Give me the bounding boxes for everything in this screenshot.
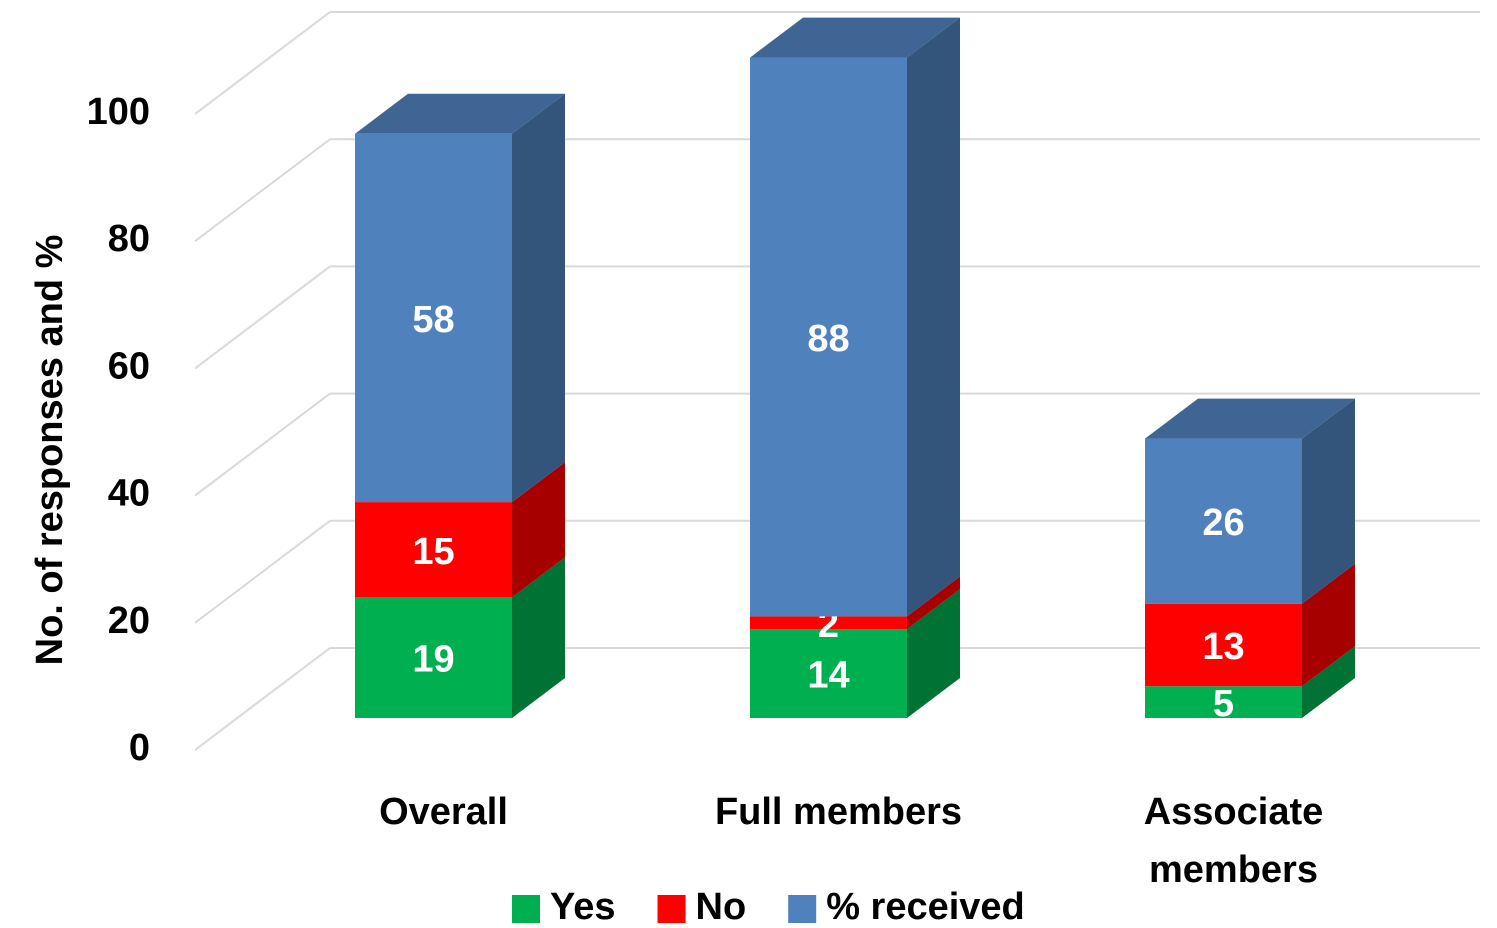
y-tick-label: 100 — [87, 91, 150, 133]
bar — [750, 616, 907, 630]
bar — [355, 133, 512, 503]
bar — [355, 502, 512, 598]
bar-side — [907, 576, 960, 630]
x-tick-label: Associate members — [1143, 791, 1324, 891]
grid-line-side — [194, 647, 331, 751]
grid-line-side — [194, 265, 331, 370]
x-tick-label: Full members — [714, 791, 963, 833]
legend-label: Yes — [550, 886, 616, 928]
grid-line-side — [194, 138, 331, 242]
grid-line-side — [194, 520, 331, 624]
y-tick-label: 20 — [108, 600, 150, 642]
bar-side — [1302, 398, 1355, 604]
legend-swatch — [788, 895, 817, 923]
value-label: 19 — [412, 639, 454, 681]
value-label: 88 — [807, 318, 849, 360]
y-axis-label: No. of responses and % — [29, 235, 71, 666]
bar-side — [512, 93, 565, 503]
bar — [1145, 603, 1302, 687]
value-label: 26 — [1202, 502, 1244, 544]
y-tick-label: 60 — [108, 345, 150, 387]
bar-top — [1145, 398, 1355, 439]
x-tick-label: Overall — [379, 791, 508, 833]
y-tick-label: 40 — [108, 473, 150, 515]
legend-swatch — [657, 895, 686, 923]
bar — [355, 597, 512, 718]
value-label: 14 — [807, 655, 849, 697]
bar-side — [1302, 563, 1355, 687]
legend-label: No — [696, 886, 747, 928]
bar-side — [907, 17, 960, 617]
legend-label: % received — [826, 886, 1025, 928]
bar-side — [907, 589, 960, 718]
bar — [1145, 438, 1302, 604]
value-label: 58 — [412, 299, 454, 341]
bar-top — [750, 17, 960, 58]
value-label: 5 — [1213, 683, 1234, 725]
y-tick-label: 0 — [129, 727, 150, 769]
y-tick-label: 80 — [108, 218, 150, 260]
legend-swatch — [512, 895, 540, 923]
bar-side — [512, 462, 565, 598]
grid-line-side — [194, 11, 331, 115]
value-label: 13 — [1202, 626, 1244, 668]
grid-line-side — [194, 392, 331, 497]
bar-side — [1302, 646, 1355, 718]
bar — [1145, 686, 1302, 718]
value-label: 15 — [412, 531, 454, 573]
bar — [750, 629, 907, 718]
bar-top — [355, 93, 565, 134]
bar-side — [512, 557, 565, 718]
bar — [750, 57, 907, 617]
